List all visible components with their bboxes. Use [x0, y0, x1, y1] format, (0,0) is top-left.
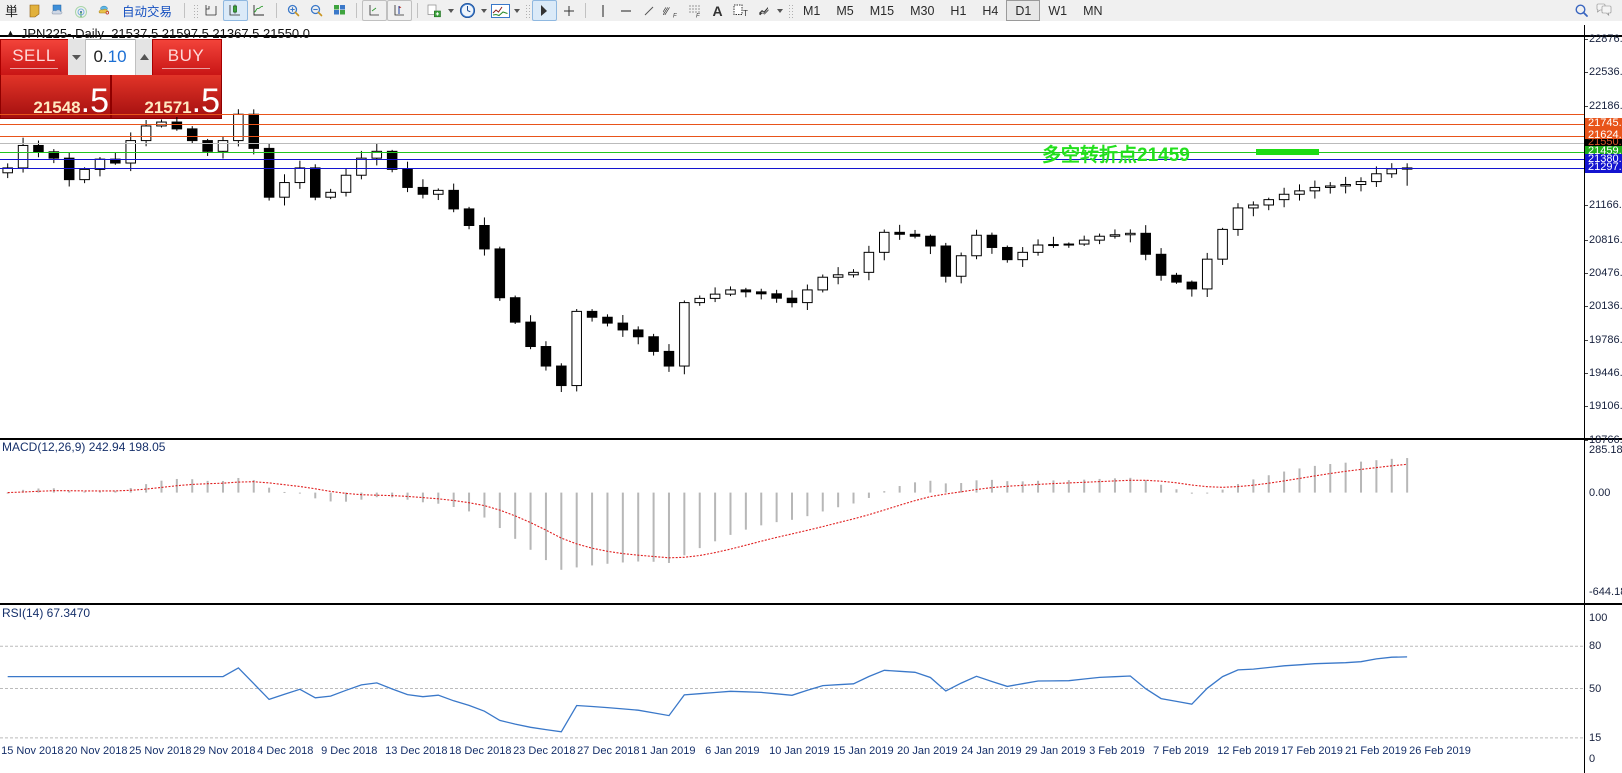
svg-text:∕∕∕: ∕∕∕ [663, 6, 671, 18]
svg-text:F: F [696, 13, 700, 19]
svg-text:F: F [673, 13, 677, 19]
svg-text:T: T [743, 9, 748, 18]
